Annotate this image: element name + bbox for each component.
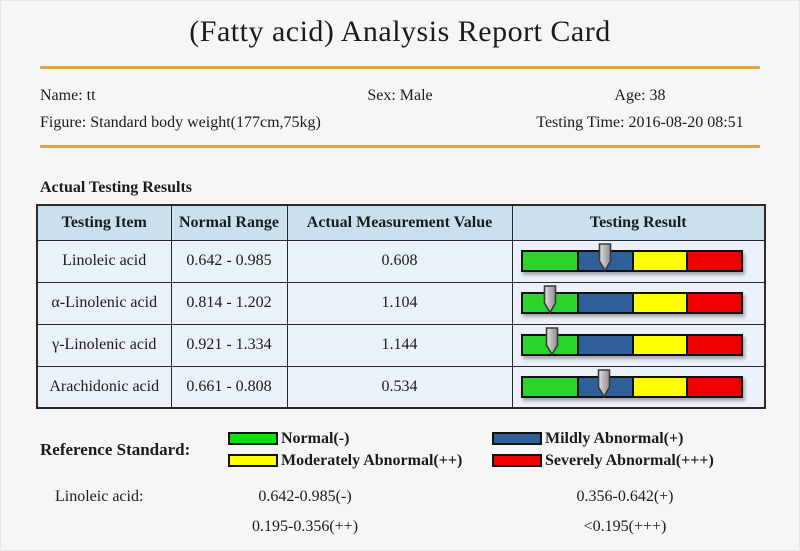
spacer: [430, 516, 500, 538]
result-scale-bar: [520, 243, 743, 272]
item-name: α-Linolenic acid: [36, 281, 172, 325]
normal-range: 0.642 - 0.985: [170, 239, 288, 283]
testing-time: Testing Time: 2016-08-20 08:51: [536, 114, 744, 131]
item-name: Arachidonic acid: [36, 365, 172, 409]
legend-item-moderately-abnormal: Moderately Abnormal(++): [228, 452, 492, 469]
testing-result-cell: [511, 323, 766, 367]
legend-item-label: Severely Abnormal(+++): [545, 452, 714, 469]
reference-range-mild: 0.356-0.642(+): [576, 488, 674, 505]
severely-abnormal-color-swatch: [492, 454, 542, 467]
linoleic-reference-detail: Linoleic acid: 0.642-0.985(-) 0.356-0.64…: [0, 486, 800, 538]
result-scale-bar: [520, 327, 743, 356]
table-row-alpha-linolenic: α-Linolenic acid 0.814 - 1.202 1.104: [36, 281, 766, 325]
col-header-testing-item: Testing Item: [36, 204, 172, 241]
scale-segment-moderate: [631, 336, 686, 354]
legend-item-normal: Normal(-): [228, 430, 492, 447]
measurement-value: 0.534: [286, 365, 513, 409]
scale-segment-severe: [686, 336, 741, 354]
results-heading: Actual Testing Results: [40, 179, 193, 196]
patient-info-row-2: Figure: Standard body weight(177cm,75kg)…: [40, 109, 760, 136]
results-table: Testing Item Normal Range Actual Measure…: [36, 204, 766, 409]
mildly-abnormal-color-swatch: [492, 432, 542, 445]
table-row-gamma-linolenic: γ-Linolenic acid 0.921 - 1.334 1.144: [36, 323, 766, 367]
patient-name: Name: tt: [40, 87, 96, 104]
scale-segment-mild: [577, 377, 632, 396]
testing-result-cell: [511, 239, 766, 283]
normal-color-swatch: [228, 432, 278, 445]
spacer: [430, 486, 500, 508]
reference-range-normal: 0.642-0.985(-): [258, 488, 352, 505]
measurement-value: 0.608: [286, 239, 513, 283]
legend-title: Reference Standard:: [40, 439, 191, 459]
reference-range-severe: <0.195(+++): [583, 518, 667, 535]
col-header-measurement-value: Actual Measurement Value: [286, 204, 513, 241]
reference-range-moderate: 0.195-0.356(++): [251, 518, 359, 535]
col-header-normal-range: Normal Range: [170, 204, 288, 241]
spacer: [0, 516, 180, 538]
divider-info: [40, 145, 760, 148]
divider-title: [40, 66, 760, 69]
results-header-row: Testing Item Normal Range Actual Measure…: [36, 204, 766, 241]
scale-segment-normal: [522, 336, 577, 354]
measurement-value: 1.144: [286, 323, 513, 367]
scale-segment-moderate: [631, 294, 686, 312]
scale-segment-severe: [686, 377, 741, 396]
patient-figure: Figure: Standard body weight(177cm,75kg): [40, 114, 321, 131]
normal-range: 0.814 - 1.202: [170, 281, 288, 325]
scale-segment-moderate: [631, 377, 686, 396]
legend-item-mildly-abnormal: Mildly Abnormal(+): [492, 430, 714, 447]
scale-segment-mild: [577, 252, 632, 270]
scale-segment-severe: [686, 294, 741, 312]
scale-segment-normal: [522, 294, 577, 312]
table-row-linoleic: Linoleic acid 0.642 - 0.985 0.608: [36, 239, 766, 283]
result-scale-bar: [520, 285, 743, 314]
moderately-abnormal-color-swatch: [228, 454, 278, 467]
scale-segment-severe: [686, 252, 741, 270]
patient-sex: Sex: Male: [367, 87, 433, 104]
scale-segment-mild: [577, 336, 632, 354]
result-scale-bar: [520, 368, 743, 398]
reference-row-2: 0.195-0.356(++) <0.195(+++): [0, 516, 800, 538]
legend-item-label: Moderately Abnormal(++): [281, 452, 463, 469]
testing-result-cell: [511, 365, 766, 409]
scale-segment-mild: [577, 294, 632, 312]
legend-item-severely-abnormal: Severely Abnormal(+++): [492, 452, 714, 469]
legend-item-label: Mildly Abnormal(+): [545, 430, 684, 447]
item-name: Linoleic acid: [36, 239, 172, 283]
table-row-arachidonic: Arachidonic acid 0.661 - 0.808 0.534: [36, 365, 766, 409]
testing-result-cell: [511, 281, 766, 325]
scale-segment-moderate: [631, 252, 686, 270]
page-title: (Fatty acid) Analysis Report Card: [189, 15, 611, 48]
col-header-testing-result: Testing Result: [511, 204, 766, 241]
normal-range: 0.921 - 1.334: [170, 323, 288, 367]
legend-items: Normal(-) Mildly Abnormal(+) Moderately …: [228, 430, 714, 469]
reference-row-1: Linoleic acid: 0.642-0.985(-) 0.356-0.64…: [0, 486, 800, 508]
patient-info-row-1: Name: tt Sex: Male Age: 38: [40, 82, 760, 109]
scale-segment-normal: [522, 377, 577, 396]
scale-segment-normal: [522, 252, 577, 270]
normal-range: 0.661 - 0.808: [170, 365, 288, 409]
legend-item-label: Normal(-): [281, 430, 350, 447]
patient-info: Name: tt Sex: Male Age: 38 Figure: Stand…: [0, 69, 800, 136]
measurement-value: 1.104: [286, 281, 513, 325]
item-name: γ-Linolenic acid: [36, 323, 172, 367]
reference-standard-legend: Reference Standard: Normal(-) Mildly Abn…: [0, 430, 800, 469]
patient-age: Age: 38: [614, 87, 666, 104]
reference-item-label: Linoleic acid:: [55, 488, 144, 505]
